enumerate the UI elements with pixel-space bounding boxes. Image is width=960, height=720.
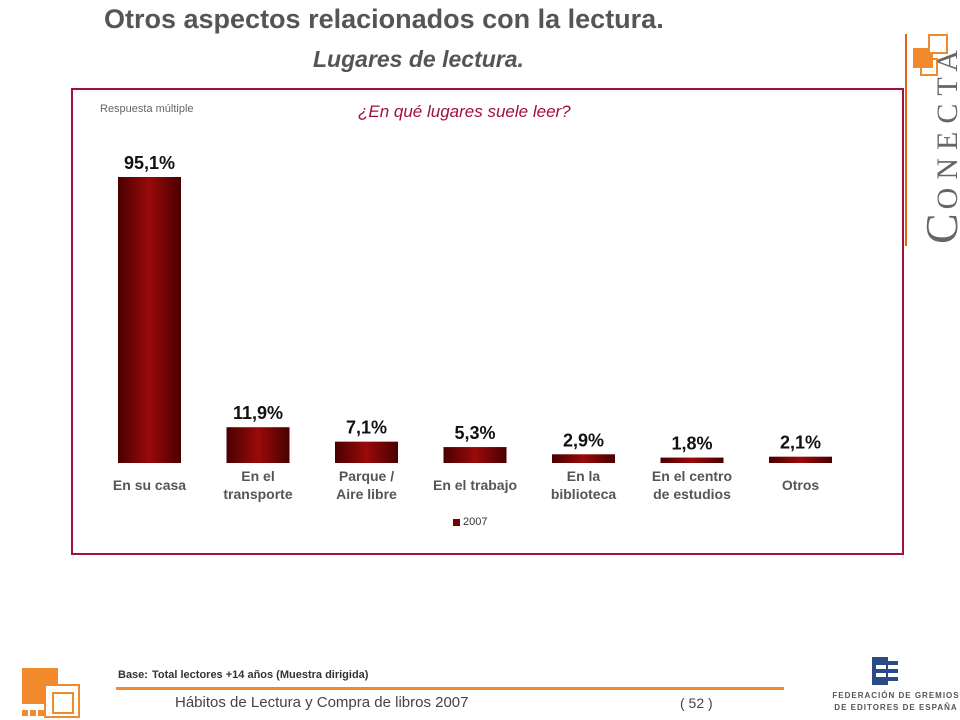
bar bbox=[443, 447, 507, 463]
publisher-logo-icon bbox=[872, 657, 898, 685]
publisher-name: FEDERACIÓN DE GREMIOS DE EDITORES DE ESP… bbox=[826, 690, 960, 714]
legend-swatch bbox=[453, 518, 460, 526]
data-label: 5,3% bbox=[454, 423, 495, 443]
brand-logo-text: CONECTA bbox=[915, 42, 960, 244]
bar bbox=[660, 457, 724, 463]
chart-frame bbox=[71, 88, 904, 555]
data-label: 95,1% bbox=[124, 153, 175, 173]
category-label: Parque / Aire libre bbox=[336, 468, 397, 502]
brand-square-outline bbox=[920, 58, 938, 76]
publisher-line: DE EDITORES DE ESPAÑA bbox=[834, 703, 958, 712]
data-label: 2,1% bbox=[780, 433, 821, 453]
category-label: En el trabajo bbox=[433, 477, 517, 493]
brand-word: ONECTA bbox=[931, 42, 960, 210]
data-label: 1,8% bbox=[671, 434, 712, 454]
bar bbox=[769, 456, 832, 463]
footer-logo-square-outline bbox=[52, 692, 74, 714]
chart-legend: 2007 bbox=[453, 516, 487, 528]
chart-question: ¿En qué lugares suele leer? bbox=[358, 102, 571, 121]
multiple-response-note: Respuesta múltiple bbox=[100, 103, 194, 115]
data-label: 7,1% bbox=[346, 418, 387, 438]
data-label: 2,9% bbox=[563, 430, 604, 450]
footer-logo-dot bbox=[22, 710, 28, 716]
page-subtitle: Lugares de lectura. bbox=[313, 46, 524, 72]
base-label: Base: bbox=[118, 669, 148, 681]
footer-divider bbox=[116, 687, 784, 690]
brand-initial: C bbox=[916, 209, 960, 244]
bar bbox=[335, 441, 398, 463]
footer-logo-dot bbox=[30, 710, 36, 716]
page-number: ( 52 ) bbox=[680, 695, 713, 711]
bar bbox=[552, 454, 615, 463]
category-label: En la biblioteca bbox=[551, 468, 617, 502]
footer-logo-dot bbox=[38, 710, 44, 716]
base-text: Total lectores +14 años (Muestra dirigid… bbox=[151, 669, 369, 681]
brand-square-outline bbox=[928, 34, 948, 54]
data-label: 11,9% bbox=[233, 403, 283, 423]
category-label: En el centro de estudios bbox=[652, 468, 732, 502]
page-title: Otros aspectos relacionados con la lectu… bbox=[104, 4, 664, 34]
bar bbox=[226, 427, 290, 463]
category-label: En el transporte bbox=[223, 468, 292, 502]
legend-label: 2007 bbox=[463, 516, 488, 528]
bar bbox=[118, 177, 181, 463]
report-title: Hábitos de Lectura y Compra de libros 20… bbox=[175, 694, 469, 711]
base-note: Base: Total lectores +14 años (Muestra di… bbox=[118, 669, 368, 681]
category-label: Otros bbox=[782, 477, 820, 493]
category-label: En su casa bbox=[113, 477, 186, 493]
brand-divider bbox=[905, 34, 907, 246]
publisher-line: FEDERACIÓN DE GREMIOS bbox=[832, 691, 960, 700]
